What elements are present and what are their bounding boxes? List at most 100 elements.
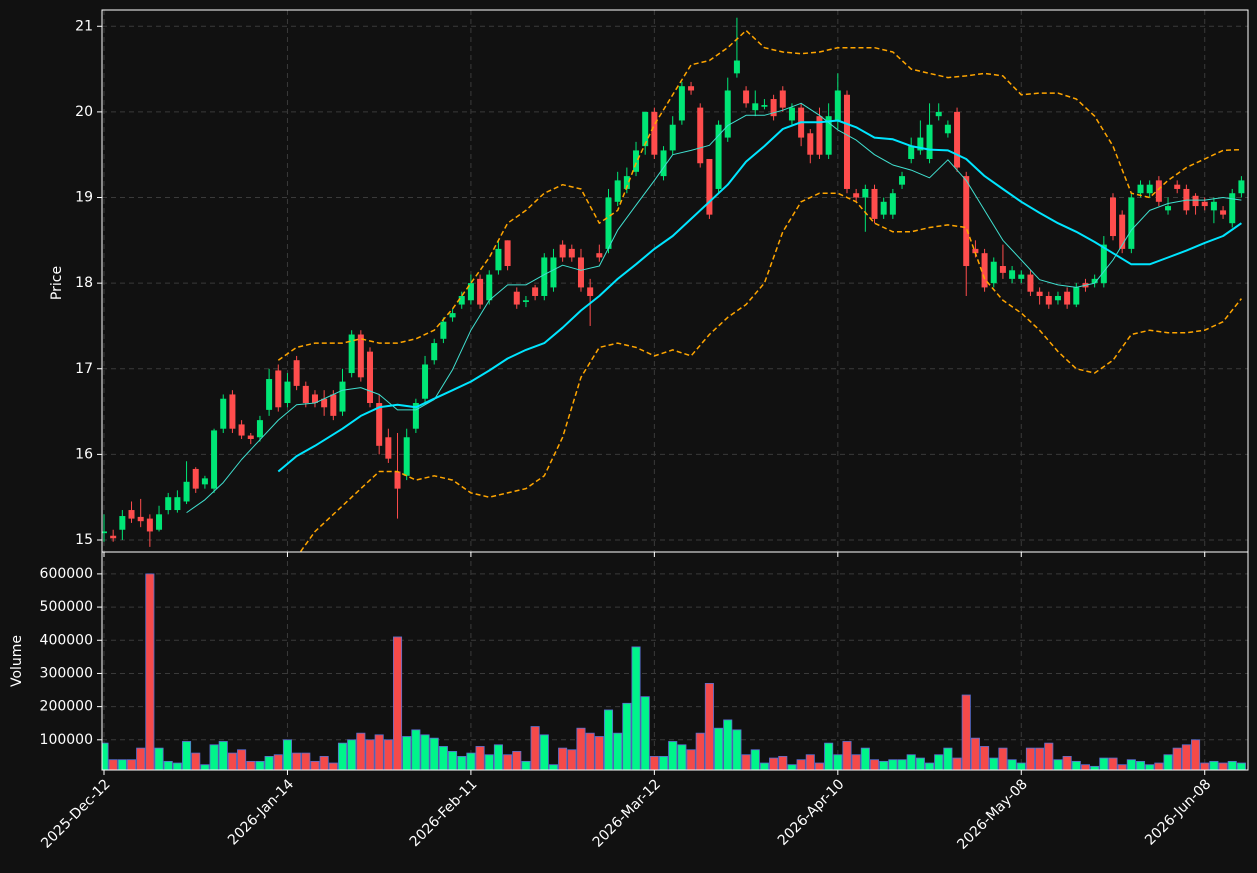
y-axis-label: Price — [49, 266, 65, 300]
candle-body — [220, 398, 227, 429]
indicator-line — [277, 29, 1242, 361]
candle-body — [1220, 210, 1227, 215]
candle-body — [715, 124, 722, 189]
volume-bar — [704, 682, 714, 770]
candle-body — [779, 90, 786, 108]
y-tick-label: 19 — [75, 190, 93, 206]
y-tick-label: 600000 — [40, 566, 93, 582]
candle-body — [825, 116, 832, 155]
candle-body — [1174, 184, 1181, 189]
volume-bar — [1071, 760, 1081, 770]
y-tick-label: 18 — [75, 275, 93, 291]
volume-bar — [1108, 757, 1118, 770]
candle-body — [449, 313, 456, 318]
y-tick-label: 21 — [75, 18, 93, 34]
candle-body — [192, 468, 199, 489]
candle-body — [935, 111, 942, 117]
candle-body — [660, 150, 667, 177]
candle-body — [614, 180, 621, 202]
candle-body — [963, 176, 970, 267]
volume-bar — [356, 732, 366, 770]
candle-body — [1229, 193, 1236, 224]
volume-bar — [888, 759, 898, 770]
candle-body — [541, 257, 548, 296]
indicator-line — [299, 192, 1242, 552]
volume-bar — [292, 752, 302, 770]
volume-bar — [659, 755, 669, 770]
volume-bar — [475, 746, 485, 770]
candle-body — [1018, 274, 1025, 279]
volume-bar — [677, 744, 687, 770]
volume-bar — [1209, 760, 1219, 770]
candle-body — [339, 381, 346, 412]
volume-bar — [1099, 757, 1109, 770]
candle-body — [137, 516, 144, 522]
volume-bar — [539, 734, 549, 770]
volume-bar — [530, 726, 540, 770]
candle-body — [146, 518, 153, 532]
candle-body — [669, 124, 676, 151]
volume-bar — [521, 760, 531, 770]
candle-body — [1036, 291, 1043, 296]
candle-body — [1109, 197, 1116, 237]
volume-bar — [136, 747, 146, 770]
volume-bar — [714, 727, 724, 770]
indicator-line — [186, 102, 1242, 514]
volume-bar — [1227, 760, 1237, 770]
candle-body — [596, 253, 603, 258]
y-tick-label: 20 — [75, 104, 93, 120]
volume-bar — [145, 573, 155, 770]
volume-bar — [209, 744, 219, 770]
volume-bar — [512, 751, 522, 770]
candle-body — [394, 471, 401, 489]
candle-body — [880, 201, 887, 215]
volume-bar — [282, 739, 292, 770]
volume-bar — [668, 741, 678, 770]
candle-body — [697, 107, 704, 164]
candle-body — [422, 364, 429, 399]
y-tick-label: 500000 — [40, 599, 93, 615]
volume-bar — [1044, 742, 1054, 770]
volume-bar — [732, 729, 742, 770]
y-tick-label: 17 — [75, 361, 93, 377]
candle-body — [156, 514, 163, 530]
volume-bar — [576, 727, 586, 770]
volume-bar — [191, 752, 201, 770]
candle-body — [559, 244, 566, 258]
volume-bar — [429, 737, 439, 770]
candle-body — [348, 334, 355, 374]
volume-bar — [640, 696, 650, 770]
candle-body — [1146, 184, 1153, 194]
candle-body — [1064, 291, 1071, 305]
candle-body — [266, 379, 273, 410]
volume-bar — [1200, 762, 1210, 770]
volume-bar — [741, 754, 751, 770]
volume-bar — [411, 729, 421, 770]
y-tick-label: 400000 — [40, 632, 93, 648]
candle-body — [788, 107, 795, 121]
volume-bar — [365, 739, 375, 770]
candle-body — [972, 248, 979, 254]
candle-body — [1054, 295, 1061, 301]
candle-body — [165, 497, 172, 511]
candle-body — [733, 60, 740, 74]
candle-body — [385, 437, 392, 459]
axes-frame — [101, 551, 1249, 771]
candle-body — [1192, 195, 1199, 207]
candle-body — [1210, 201, 1217, 211]
candle-body — [577, 257, 584, 288]
volume-bar — [337, 742, 348, 770]
candle-body — [807, 133, 814, 155]
candle-body — [1045, 295, 1052, 305]
candle-body — [853, 193, 860, 198]
volume-bar — [328, 762, 338, 770]
candle-body — [504, 240, 511, 267]
volume-bar — [1191, 739, 1201, 770]
volume-bar — [925, 762, 935, 770]
volume-bar — [108, 759, 118, 770]
candle-body — [376, 403, 383, 446]
candle-body — [926, 124, 933, 159]
candle-body — [330, 394, 337, 416]
volume-bar — [1236, 762, 1246, 770]
volume-bar — [851, 754, 861, 770]
